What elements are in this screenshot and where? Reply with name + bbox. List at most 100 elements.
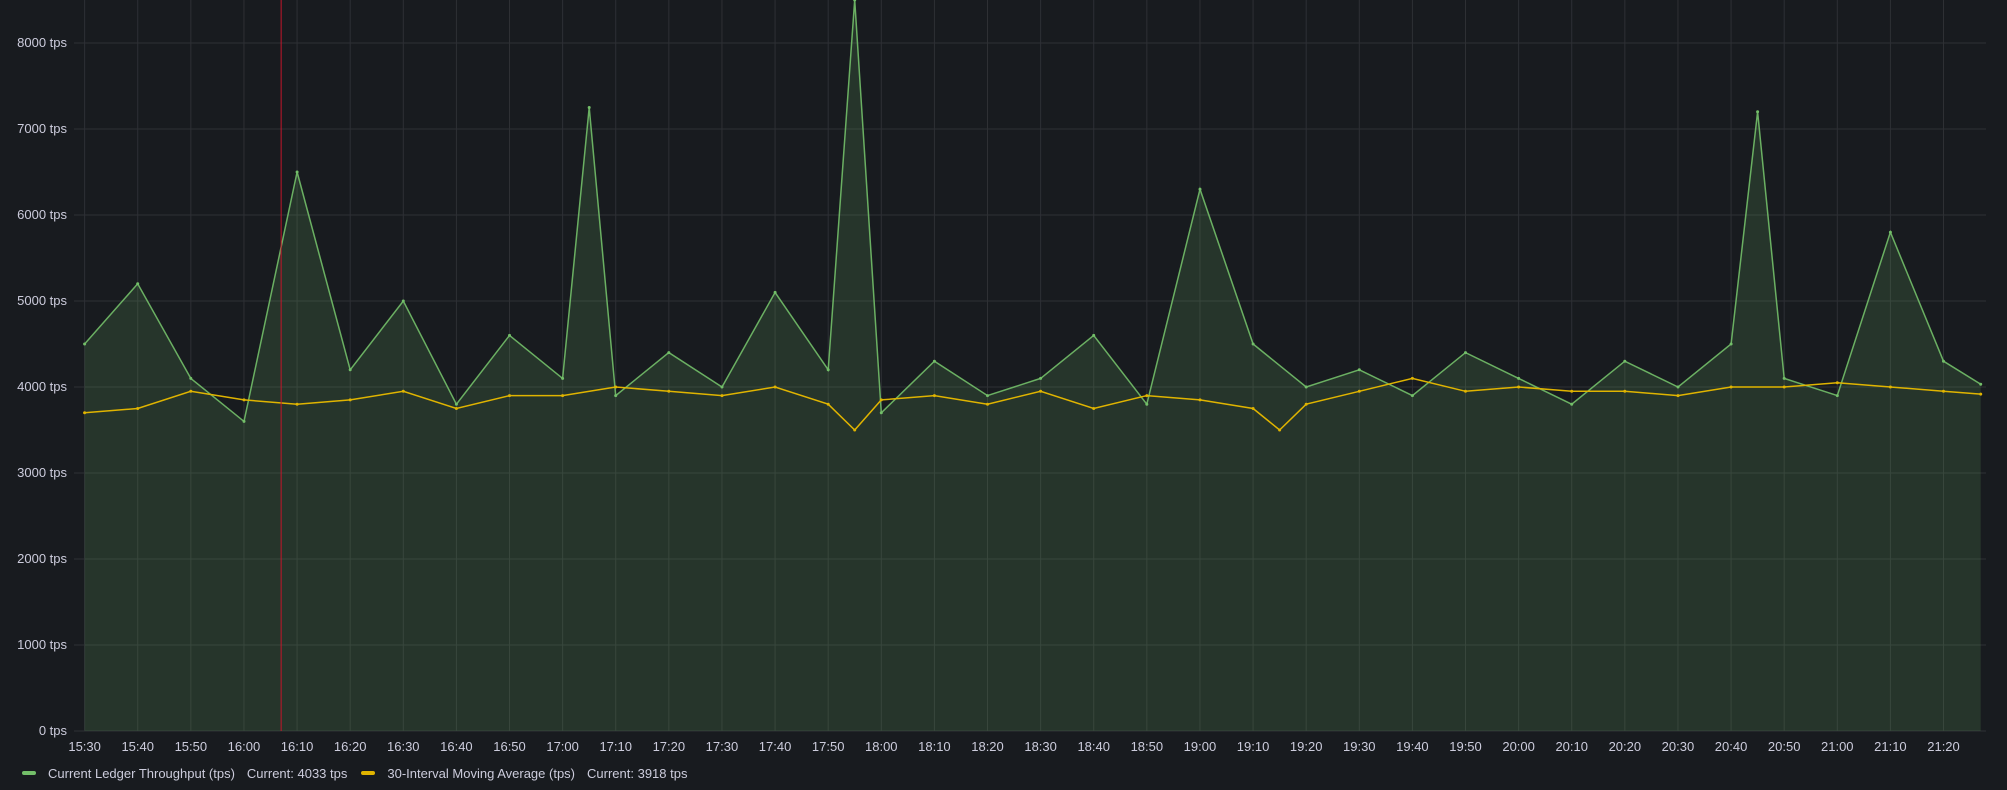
throughput-point [614,394,618,398]
x-tick-label: 20:50 [1768,739,1801,754]
throughput-point [986,394,989,398]
moving-average-point [720,394,724,398]
throughput-point [1145,402,1149,406]
x-tick-label: 18:10 [918,739,951,754]
throughput-chart[interactable]: 0 tps 1000 tps 2000 tps 3000 tps 4000 tps 500… [0,0,2007,760]
x-tick-label: 17:20 [653,739,686,754]
moving-average-point [508,394,511,398]
x-tick-label: 17:40 [759,739,792,754]
moving-average-point [1979,392,1983,396]
x-tick-label: 19:40 [1396,739,1429,754]
throughput-point [1888,230,1892,234]
throughput-point [879,411,883,415]
x-tick-label: 15:50 [175,739,208,754]
x-tick-label: 20:10 [1555,739,1588,754]
x-tick-label: 21:20 [1927,739,1960,754]
moving-average-point [1782,385,1786,389]
throughput-point [401,299,405,303]
throughput-point [853,0,857,2]
throughput-point [1942,359,1945,363]
throughput-point [189,376,193,380]
moving-average-point [853,428,857,432]
x-tick-label: 16:00 [228,739,261,754]
x-tick-label: 19:00 [1184,739,1217,754]
legend-item-throughput[interactable]: Current Ledger Throughput (tps) Current:… [22,766,347,781]
y-tick-label: 8000 tps [17,35,67,50]
moving-average-point [454,407,458,410]
x-tick-label: 19:50 [1449,739,1482,754]
throughput-point [1410,394,1414,398]
throughput-point [1756,110,1760,114]
legend-swatch-icon [361,771,376,775]
throughput-point [1464,351,1467,355]
throughput-point [587,106,591,109]
throughput-point [242,419,246,423]
moving-average-point [1676,394,1680,398]
x-tick-label: 20:20 [1609,739,1642,754]
moving-average-point [1623,389,1627,393]
moving-average-point [136,407,140,410]
series-line-throughput [84,0,1982,423]
moving-average-point [614,385,618,389]
moving-average-point [1304,402,1308,406]
throughput-point [1676,385,1680,389]
throughput-point [136,282,140,286]
x-tick-label: 21:00 [1821,739,1854,754]
x-tick-label: 16:50 [493,739,526,754]
x-tick-label: 15:40 [121,739,154,754]
x-tick-label: 19:30 [1343,739,1376,754]
moving-average-point [1410,376,1414,380]
series-area-throughput [84,0,1981,731]
throughput-point [1251,342,1255,346]
throughput-point [826,368,830,372]
legend-series-name: Current Ledger Throughput (tps) [48,765,235,781]
throughput-point [1782,376,1786,380]
series-layer [83,0,1983,731]
moving-average-point [1888,385,1892,389]
moving-average-point [1357,389,1361,393]
x-tick-label: 18:50 [1131,739,1164,754]
legend-series-name: 30-Interval Moving Average (tps) [387,765,576,781]
moving-average-point [1835,381,1839,385]
x-axis: 15:30 15:40 15:50 16:00 16:10 16:20 16:30 16:40… [68,739,1959,754]
y-tick-label: 5000 tps [17,293,67,308]
moving-average-point [1145,394,1149,398]
y-tick-label: 2000 tps [17,551,67,566]
throughput-point [1039,376,1043,380]
moving-average-point [1278,428,1282,432]
throughput-point [1729,342,1733,346]
y-tick-label: 1000 tps [17,637,67,652]
throughput-point [1304,385,1308,389]
x-tick-label: 19:10 [1237,739,1270,754]
moving-average-point [879,398,883,402]
x-tick-label: 18:30 [1024,739,1057,754]
x-tick-label: 17:50 [812,739,845,754]
throughput-point [348,368,352,372]
throughput-point [1570,402,1574,406]
moving-average-point [242,398,246,402]
throughput-point [1357,368,1361,372]
moving-average-point [1092,407,1096,410]
throughput-point [720,385,724,389]
moving-average-point [1039,389,1043,393]
moving-average-point [773,385,777,389]
throughput-point [295,170,299,174]
throughput-point [773,290,777,294]
y-tick-label: 7000 tps [17,121,67,136]
throughput-point [454,402,458,406]
y-tick-label: 3000 tps [17,465,67,480]
moving-average-point [667,389,671,393]
x-tick-label: 20:00 [1502,739,1535,754]
x-tick-label: 19:20 [1290,739,1323,754]
moving-average-point [83,411,87,415]
moving-average-point [826,402,830,406]
x-tick-label: 18:40 [1077,739,1110,754]
legend-item-moving-average[interactable]: 30-Interval Moving Average (tps) Current… [361,766,687,781]
grid [74,0,1986,732]
legend: Current Ledger Throughput (tps) Current:… [22,763,701,783]
throughput-point [1835,394,1839,398]
moving-average-point [932,394,936,398]
moving-average-point [986,402,989,406]
throughput-point [83,342,87,346]
